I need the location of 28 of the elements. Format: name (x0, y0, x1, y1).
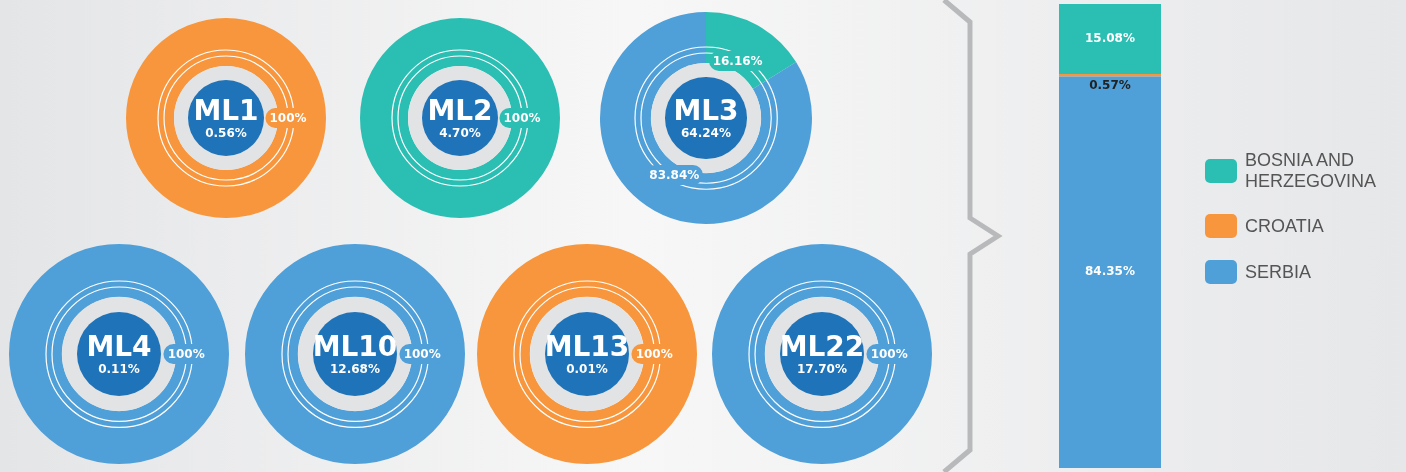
text: ML1 (193, 93, 259, 127)
data-label: 83.84% (645, 164, 704, 185)
data-label: 15.08% (1085, 31, 1135, 46)
text: 12.68% (330, 361, 380, 376)
data-label: 84.35% (1085, 264, 1135, 279)
legend-label: CROATIA (1245, 215, 1324, 237)
legend-label: SERBIA (1245, 261, 1312, 283)
text: ML13 (544, 329, 630, 363)
data-label: 0.57% (1089, 77, 1131, 92)
data-label: 100% (399, 344, 445, 364)
legend-label: BOSNIA AND HERZEGOVINA (1245, 150, 1378, 192)
data-label: 100% (866, 344, 912, 364)
text: 0.11% (98, 361, 140, 376)
data-label: 100% (499, 108, 545, 128)
data-label: 100% (631, 344, 677, 364)
text: ML3 (673, 93, 739, 127)
text: ML4 (86, 329, 152, 363)
text: 0.56% (205, 125, 247, 140)
text: 0.01% (566, 361, 608, 376)
text: 64.24% (680, 125, 731, 140)
text: ML2 (427, 93, 493, 127)
text: 4.70% (439, 125, 481, 140)
data-label: 16.16% (708, 51, 767, 72)
text: ML22 (779, 329, 865, 363)
data-label: 100% (163, 344, 209, 364)
data-label: 100% (265, 108, 311, 128)
text: 17.70% (797, 361, 847, 376)
text: ML10 (312, 329, 398, 363)
